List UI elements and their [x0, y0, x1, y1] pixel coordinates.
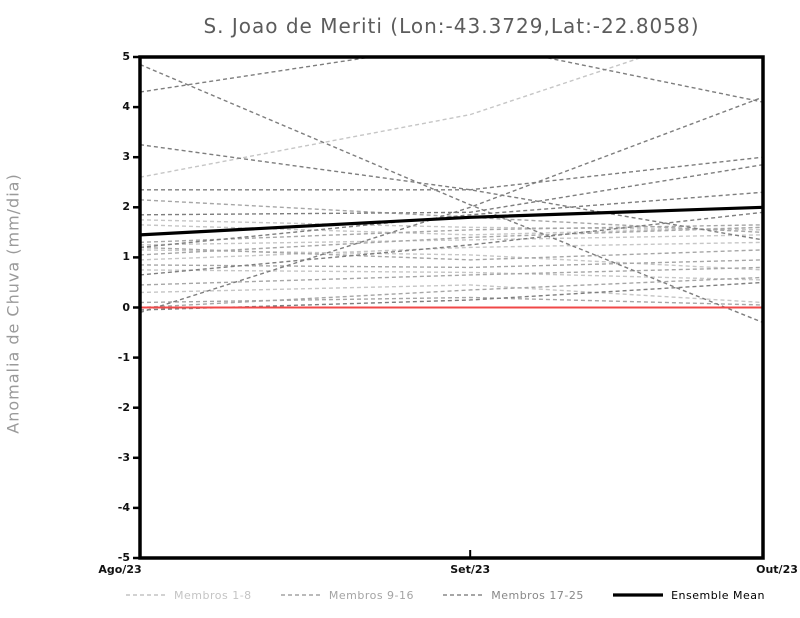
member-line-membro-8 — [140, 284, 763, 304]
member-line-membro-23 — [140, 211, 763, 276]
member-line-membro-25 — [140, 281, 763, 311]
legend-label: Membros 17-25 — [491, 588, 584, 602]
y-tick-label: 0 — [122, 300, 130, 314]
x-tick-label: Out/23 — [756, 563, 798, 576]
member-line-membro-11 — [140, 246, 763, 261]
ensemble-mean-line — [140, 205, 763, 237]
member-line-membro-12 — [140, 226, 763, 256]
mean-line-swatch — [613, 593, 664, 597]
member-line-membro-13 — [140, 259, 763, 269]
member-line-membro-22 — [140, 96, 763, 314]
member-line-membro-19 — [140, 143, 763, 241]
legend-item-membros-1-8: Membros 1-8 — [125, 589, 252, 602]
y-tick-label: -2 — [117, 400, 130, 414]
member-line-membro-18 — [140, 57, 763, 103]
member-line-membro-7 — [140, 269, 763, 281]
legend-label: Membros 1-8 — [174, 588, 252, 602]
legend-item-ensemble-mean: Ensemble Mean — [612, 589, 765, 602]
member-line-membro-24 — [140, 191, 763, 249]
legend-label: Ensemble Mean — [671, 588, 765, 602]
member-line-membro-16 — [140, 276, 763, 309]
member-line-membro-14 — [140, 266, 763, 286]
legend-item-membros-9-16: Membros 9-16 — [280, 589, 414, 602]
y-tick-label: 3 — [122, 150, 130, 164]
y-tick-label: 1 — [122, 250, 130, 264]
y-tick-label: -1 — [117, 350, 130, 364]
y-tick-label: 4 — [122, 100, 130, 114]
member-line-membro-2 — [140, 219, 763, 231]
x-tick-label: Ago/23 — [98, 563, 142, 576]
member-line-membro-4 — [140, 234, 763, 246]
member-line-membro-6 — [140, 241, 763, 261]
legend-label: Membros 9-16 — [328, 588, 415, 602]
legend: Membros 1-8 Membros 9-16 Membros 17-25 E… — [125, 586, 765, 604]
x-tick-label: Set/23 — [450, 563, 491, 576]
y-tick-label: -3 — [117, 450, 130, 464]
member-line-membro-3 — [140, 224, 763, 236]
member-line-membro-15 — [140, 296, 763, 306]
legend-item-membros-17-25: Membros 17-25 — [442, 589, 584, 602]
member-line-membro-17 — [140, 63, 763, 324]
member-line-membro-5 — [140, 249, 763, 271]
y-tick-label: -4 — [117, 500, 130, 514]
chart-title: S. Joao de Meriti (Lon:-43.3729,Lat:-22.… — [203, 14, 700, 38]
y-tick-label: 5 — [122, 50, 130, 63]
dashed-line-swatch-light — [126, 594, 166, 596]
dashed-line-swatch-dark — [443, 594, 484, 596]
member-line-membro-21 — [140, 164, 763, 216]
member-line-membro-10 — [140, 224, 763, 244]
member-line-membro-20 — [140, 156, 763, 191]
y-tick-label: 2 — [122, 200, 130, 214]
data-lines — [140, 57, 763, 324]
dashed-line-swatch-medium — [280, 594, 321, 596]
member-line-membro-1 — [140, 57, 646, 178]
y-tick-label: -5 — [117, 551, 130, 564]
